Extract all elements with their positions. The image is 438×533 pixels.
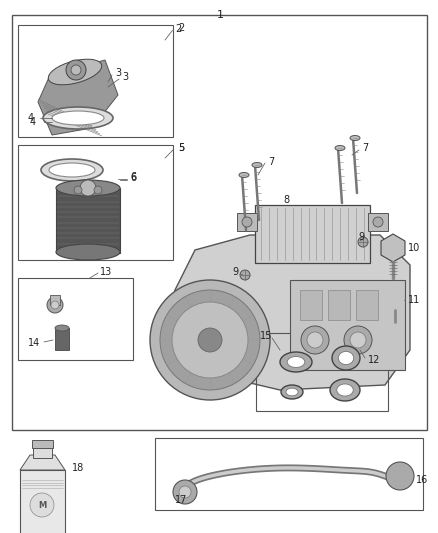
Circle shape — [240, 270, 250, 280]
Circle shape — [173, 480, 197, 504]
Circle shape — [198, 328, 222, 352]
Text: 5: 5 — [178, 143, 184, 153]
Bar — [50, 295, 60, 305]
Text: 3: 3 — [122, 72, 128, 82]
Text: 10: 10 — [408, 243, 420, 253]
Text: 4: 4 — [28, 113, 34, 123]
Circle shape — [242, 217, 252, 227]
Polygon shape — [38, 60, 118, 135]
Text: 2: 2 — [175, 24, 181, 34]
Polygon shape — [381, 234, 405, 262]
Text: 18: 18 — [72, 463, 84, 473]
Circle shape — [74, 186, 82, 194]
Text: 17: 17 — [175, 495, 187, 505]
Bar — [328, 290, 350, 320]
Circle shape — [51, 301, 59, 309]
Bar — [18, 25, 173, 137]
Circle shape — [94, 186, 102, 194]
Circle shape — [307, 332, 323, 348]
Bar — [12, 15, 427, 430]
Ellipse shape — [43, 107, 113, 129]
Bar — [18, 278, 133, 360]
Circle shape — [71, 65, 81, 75]
Ellipse shape — [335, 146, 345, 150]
Polygon shape — [20, 455, 65, 470]
Text: 16: 16 — [416, 475, 428, 485]
Circle shape — [30, 493, 54, 517]
Text: 7: 7 — [362, 143, 368, 153]
Bar — [356, 290, 378, 320]
Polygon shape — [170, 235, 410, 390]
Text: 13: 13 — [100, 267, 112, 277]
Circle shape — [172, 302, 248, 378]
Circle shape — [80, 180, 96, 196]
Ellipse shape — [48, 59, 102, 85]
Text: 7: 7 — [268, 157, 274, 167]
Ellipse shape — [56, 180, 120, 196]
Text: 3: 3 — [115, 68, 121, 78]
Ellipse shape — [330, 379, 360, 401]
Bar — [255, 205, 370, 263]
Ellipse shape — [286, 388, 298, 396]
Bar — [20, 470, 65, 533]
Polygon shape — [386, 290, 404, 310]
Text: 2: 2 — [178, 23, 184, 33]
Bar — [237, 213, 257, 231]
Ellipse shape — [49, 163, 95, 177]
Text: 14: 14 — [28, 338, 40, 348]
Ellipse shape — [281, 385, 303, 399]
Text: 6: 6 — [130, 172, 136, 182]
Text: 8: 8 — [283, 195, 289, 205]
Ellipse shape — [332, 346, 360, 370]
Bar — [18, 145, 173, 260]
Text: 6: 6 — [130, 173, 136, 183]
Bar — [32, 440, 53, 448]
Text: 12: 12 — [368, 355, 380, 365]
Text: 9: 9 — [358, 232, 364, 242]
Circle shape — [301, 326, 329, 354]
Circle shape — [373, 217, 383, 227]
Text: M: M — [38, 500, 46, 510]
Text: 15: 15 — [260, 331, 272, 341]
Circle shape — [150, 280, 270, 400]
Bar — [55, 328, 69, 350]
Ellipse shape — [280, 352, 312, 372]
Ellipse shape — [338, 351, 354, 365]
Text: 4: 4 — [30, 117, 36, 127]
Ellipse shape — [287, 357, 305, 367]
Bar — [290, 280, 405, 370]
Circle shape — [386, 462, 414, 490]
Text: 11: 11 — [408, 295, 420, 305]
Bar — [33, 446, 52, 458]
Text: 9: 9 — [232, 267, 238, 277]
Ellipse shape — [52, 111, 104, 125]
Bar — [56, 188, 120, 253]
Circle shape — [47, 297, 63, 313]
Ellipse shape — [56, 244, 120, 260]
Bar — [155, 438, 423, 510]
Circle shape — [344, 326, 372, 354]
Ellipse shape — [239, 173, 249, 177]
Ellipse shape — [350, 135, 360, 141]
Ellipse shape — [252, 163, 262, 167]
Circle shape — [66, 60, 86, 80]
Ellipse shape — [41, 159, 103, 181]
Ellipse shape — [55, 325, 69, 331]
Ellipse shape — [337, 384, 353, 396]
Circle shape — [179, 486, 191, 498]
Bar — [256, 333, 388, 411]
Circle shape — [350, 332, 366, 348]
Circle shape — [160, 290, 260, 390]
Bar — [300, 290, 322, 320]
Bar — [368, 213, 388, 231]
Circle shape — [358, 237, 368, 247]
Text: 1: 1 — [216, 10, 223, 20]
Text: 5: 5 — [178, 143, 184, 153]
